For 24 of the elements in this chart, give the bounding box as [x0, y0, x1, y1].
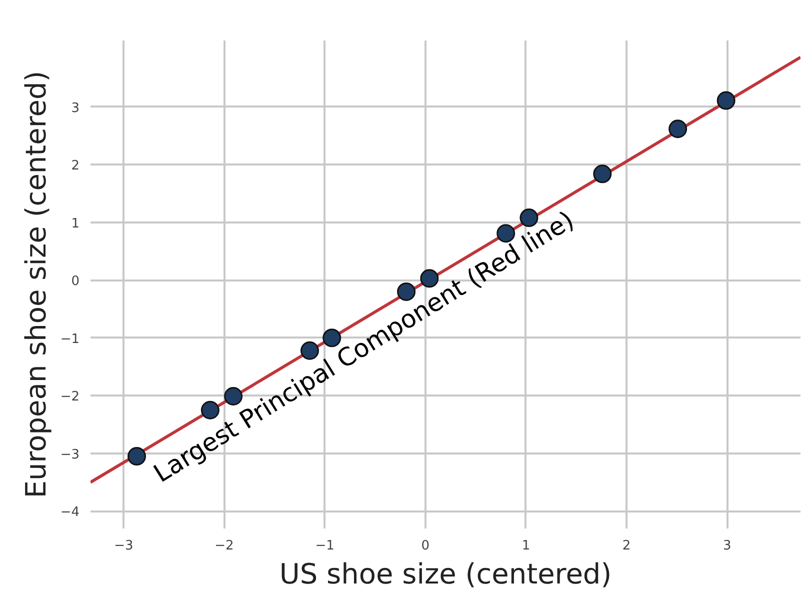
- point: [128, 447, 146, 466]
- x-tick-label: 2: [622, 538, 631, 554]
- point: [593, 164, 612, 184]
- point: [716, 91, 736, 110]
- y-axis-title: European shoe size (centered): [19, 70, 52, 498]
- y-tick-label: −3: [60, 447, 80, 462]
- y-tick-label: 0: [71, 274, 80, 290]
- x-tick-label: −1: [315, 538, 334, 554]
- y-tick-label: −2: [60, 390, 80, 405]
- x-axis-title: US shoe size (centered): [279, 558, 612, 590]
- y-tick-label: 2: [71, 158, 80, 174]
- point: [300, 341, 319, 360]
- point: [668, 120, 688, 138]
- y-tick-label: −4: [60, 505, 80, 520]
- y-tick-label: 3: [71, 100, 80, 116]
- point: [200, 400, 220, 420]
- y-tick-label: −1: [60, 332, 80, 347]
- y-tick-label: 1: [71, 216, 80, 232]
- x-tick-label: 3: [722, 538, 732, 554]
- point: [496, 224, 516, 243]
- x-tick-label: −3: [114, 538, 134, 554]
- x-tick-label: −2: [214, 538, 234, 554]
- x-tick-label: 1: [522, 538, 530, 554]
- x-tick-label: 0: [421, 538, 430, 554]
